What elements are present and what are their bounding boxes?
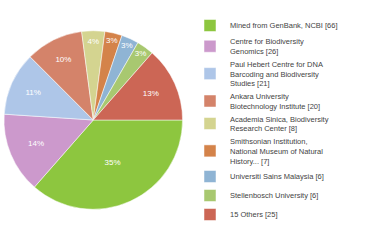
- svg-text:Smithsonian Institution,Nation: Smithsonian Institution,National Museum …: [230, 137, 323, 166]
- svg-text:Universiti Sains Malaysia [6]: Universiti Sains Malaysia [6]: [230, 172, 324, 181]
- svg-text:Ankara UniversityBiotechnology: Ankara UniversityBiotechnology Institute…: [230, 92, 320, 111]
- svg-text:11%: 11%: [25, 88, 40, 97]
- svg-text:3%: 3%: [106, 36, 118, 45]
- svg-text:3%: 3%: [135, 49, 147, 58]
- svg-text:Academia Sinica, BiodiversityR: Academia Sinica, BiodiversityResearch Ce…: [230, 115, 329, 134]
- svg-text:3%: 3%: [121, 41, 133, 50]
- svg-text:Stellenbosch University [6]: Stellenbosch University [6]: [230, 191, 318, 200]
- svg-text:13%: 13%: [143, 89, 159, 98]
- svg-text:15 Others [25]: 15 Others [25]: [230, 210, 278, 219]
- svg-text:4%: 4%: [87, 37, 99, 46]
- svg-text:Centre for BiodiversityGenomic: Centre for BiodiversityGenomics [26]: [230, 37, 304, 56]
- svg-text:14%: 14%: [28, 139, 44, 148]
- svg-text:Mined from GenBank, NCBI [66]: Mined from GenBank, NCBI [66]: [230, 21, 338, 30]
- svg-text:Paul Hebert Centre for DNABarc: Paul Hebert Centre for DNABarcoding and …: [230, 60, 323, 89]
- svg-text:10%: 10%: [55, 55, 71, 64]
- svg-text:35%: 35%: [105, 158, 121, 167]
